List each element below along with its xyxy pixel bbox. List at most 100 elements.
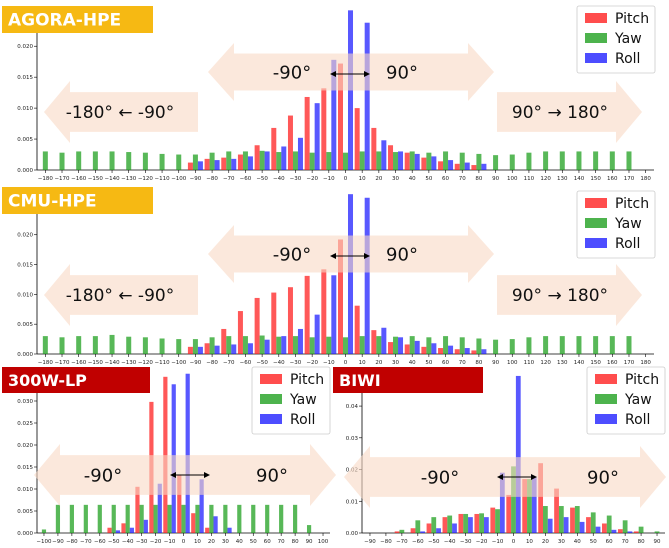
x-tick-label: −110	[155, 360, 171, 366]
bar-pitch	[204, 158, 210, 170]
x-tick-label: 110	[524, 360, 535, 366]
x-tick-label: −30	[460, 539, 472, 545]
bar-roll	[281, 146, 287, 170]
x-tick-label: 30	[392, 176, 399, 182]
bar-roll	[199, 479, 204, 533]
bar-pitch	[254, 297, 260, 354]
bar-yaw	[153, 504, 158, 533]
range-arrow	[208, 225, 494, 283]
x-tick-label: 0	[344, 360, 348, 366]
bar-yaw	[55, 504, 61, 533]
x-tick-label: −80	[206, 360, 218, 366]
y-tick-label: 0.005	[17, 137, 33, 143]
x-tick-label: −140	[104, 176, 120, 182]
x-tick-label: 130	[557, 360, 568, 366]
bar-yaw	[192, 339, 198, 354]
bar-yaw	[125, 504, 130, 533]
y-tick-label: 0.015	[17, 263, 33, 269]
bar-pitch	[454, 163, 460, 170]
bar-yaw	[409, 151, 415, 170]
x-tick-label: 180	[640, 176, 651, 182]
x-tick-label: 10	[359, 360, 366, 366]
x-tick-label: 30	[392, 360, 399, 366]
bar-yaw	[42, 151, 48, 170]
x-tick-label: −90	[190, 176, 202, 182]
x-tick-label: −170	[54, 176, 70, 182]
x-tick-label: 0	[182, 539, 186, 545]
bar-yaw	[265, 504, 270, 533]
x-tick-label: −60	[240, 360, 252, 366]
bar-yaw	[376, 151, 382, 170]
range-arrow-label: -90°	[421, 467, 459, 488]
bar-yaw	[237, 504, 242, 533]
bar-yaw	[638, 526, 644, 533]
bar-yaw	[511, 466, 516, 533]
bar-pitch	[354, 305, 360, 354]
bar-yaw	[97, 504, 102, 533]
x-tick-label: −90	[52, 539, 64, 545]
bar-pitch	[554, 488, 559, 533]
range-arrow-label: 90°	[386, 62, 418, 83]
bar-roll	[452, 523, 457, 533]
bar-pitch	[221, 328, 227, 354]
arrowhead-left	[497, 474, 503, 480]
range-arrow	[497, 81, 642, 143]
bar-pitch	[490, 507, 496, 533]
range-arrow	[44, 264, 198, 326]
legend-label: Yaw	[289, 392, 317, 408]
legend-swatch	[260, 374, 282, 384]
bar-pitch	[458, 513, 464, 533]
x-tick-label: −30	[136, 539, 148, 545]
bar-yaw	[109, 151, 115, 170]
bar-yaw	[574, 506, 580, 533]
x-tick-label: 50	[250, 539, 257, 545]
y-tick-label: 0.010	[17, 106, 33, 112]
x-tick-label: 100	[318, 539, 329, 545]
bar-yaw	[92, 151, 98, 170]
range-arrow	[208, 43, 494, 101]
y-tick-label: 0.00	[346, 531, 359, 537]
x-tick-label: 150	[590, 176, 601, 182]
x-tick-label: −60	[412, 539, 424, 545]
bar-roll	[398, 337, 404, 354]
legend-swatch	[585, 238, 607, 248]
bar-pitch	[570, 507, 575, 533]
bar-roll	[627, 531, 633, 533]
range-arrow-label: -180° ← -90°	[66, 286, 174, 306]
x-tick-label: 70	[278, 539, 285, 545]
bar-yaw	[242, 336, 248, 354]
bar-pitch	[135, 486, 140, 533]
x-tick-label: 90	[492, 176, 499, 182]
bar-yaw	[558, 506, 564, 533]
bar-roll	[364, 197, 370, 354]
x-tick-label: 20	[375, 360, 382, 366]
bar-pitch	[221, 157, 227, 170]
legend-swatch	[585, 218, 607, 228]
bar-pitch	[586, 517, 591, 533]
bar-yaw	[493, 339, 499, 354]
bar-yaw	[139, 504, 144, 533]
bar-yaw	[209, 337, 215, 354]
bar-yaw	[59, 337, 65, 354]
legend-label: Pitch	[625, 372, 659, 388]
bar-yaw	[443, 151, 449, 170]
bar-yaw	[326, 336, 332, 354]
x-tick-label: −150	[88, 360, 104, 366]
x-tick-label: 60	[264, 539, 271, 545]
bar-yaw	[126, 336, 132, 354]
x-tick-label: 70	[622, 539, 629, 545]
panel-title-badge	[2, 367, 150, 393]
bar-yaw	[654, 531, 660, 533]
bar-pitch	[538, 463, 544, 533]
bar-pitch	[421, 157, 427, 170]
bar-yaw	[181, 504, 186, 533]
y-tick-label: 0.03	[346, 436, 359, 442]
range-arrow-label: 90°	[587, 467, 619, 488]
bar-yaw	[526, 152, 532, 170]
x-tick-label: −20	[306, 176, 318, 182]
bar-yaw	[109, 334, 115, 354]
bar-roll	[129, 527, 134, 533]
range-arrow-label: -180° ← -90°	[66, 103, 174, 123]
bar-yaw	[159, 338, 165, 354]
